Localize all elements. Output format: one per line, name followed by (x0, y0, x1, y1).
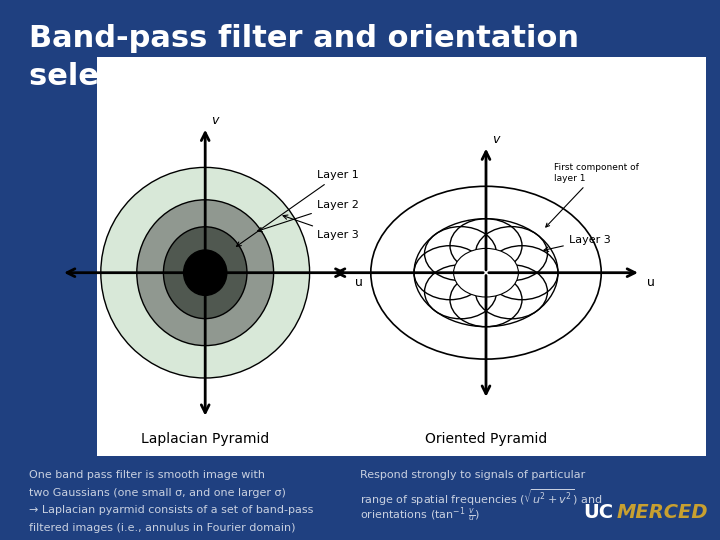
Text: u: u (355, 276, 363, 289)
Circle shape (371, 186, 601, 359)
Text: v: v (211, 114, 218, 127)
Text: Band-pass filter and orientation: Band-pass filter and orientation (29, 24, 579, 53)
Bar (97, 57, 706, 456)
Text: Laplacian Pyramid: Laplacian Pyramid (141, 432, 269, 446)
Text: Layer 2: Layer 2 (258, 200, 359, 232)
Ellipse shape (163, 227, 247, 319)
Text: v: v (492, 133, 499, 146)
Text: selective operators: selective operators (29, 62, 361, 91)
Text: orientations (tan$^{-1}$ $\frac{v}{u}$): orientations (tan$^{-1}$ $\frac{v}{u}$) (360, 505, 480, 525)
Text: Respond strongly to signals of particular: Respond strongly to signals of particula… (360, 470, 585, 480)
Text: UC: UC (583, 503, 613, 522)
Text: Layer 3: Layer 3 (283, 215, 359, 240)
Text: two Gaussians (one small σ, and one larger σ): two Gaussians (one small σ, and one larg… (29, 488, 286, 498)
Text: Oriented Pyramid: Oriented Pyramid (425, 432, 547, 446)
Text: Layer 3: Layer 3 (544, 235, 611, 252)
Text: u: u (647, 276, 654, 289)
Text: First component of
layer 1: First component of layer 1 (546, 164, 639, 227)
Text: filtered images (i.e., annulus in Fourier domain): filtered images (i.e., annulus in Fourie… (29, 523, 295, 534)
Text: range of spatial frequencies ($\sqrt{u^2 + v^2}$) and: range of spatial frequencies ($\sqrt{u^2… (360, 488, 602, 508)
Ellipse shape (101, 167, 310, 378)
Text: MERCED: MERCED (616, 503, 708, 522)
Text: → Laplacian pyarmid consists of a set of band-pass: → Laplacian pyarmid consists of a set of… (29, 505, 313, 516)
Text: One band pass filter is smooth image with: One band pass filter is smooth image wit… (29, 470, 265, 480)
Text: Layer 1: Layer 1 (236, 170, 359, 246)
Circle shape (454, 248, 518, 297)
Ellipse shape (184, 250, 227, 295)
Ellipse shape (137, 200, 274, 346)
